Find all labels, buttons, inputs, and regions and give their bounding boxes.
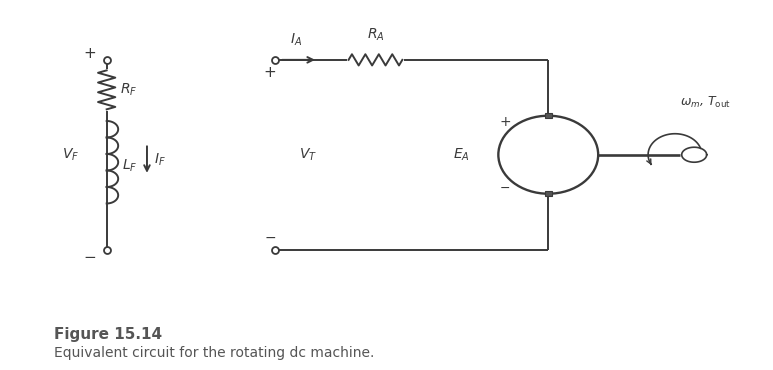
Text: $V_T$: $V_T$ [299,147,317,163]
Text: $I_A$: $I_A$ [290,31,301,48]
Text: $I_F$: $I_F$ [154,151,165,168]
Text: $-$: $-$ [264,230,276,244]
Text: $-$: $-$ [83,248,96,263]
Text: $V_F$: $V_F$ [62,147,79,163]
Text: $\omega_m$, $T_{\rm out}$: $\omega_m$, $T_{\rm out}$ [679,95,730,110]
Text: +: + [83,46,96,61]
Text: +: + [264,65,276,80]
Bar [545,191,552,196]
Text: $-$: $-$ [499,181,511,194]
Text: Equivalent circuit for the rotating dc machine.: Equivalent circuit for the rotating dc m… [54,346,374,360]
Text: $R_A$: $R_A$ [366,27,384,43]
Bar [545,113,552,118]
Text: +: + [499,115,511,129]
Text: $L_F$: $L_F$ [122,158,138,174]
Text: Figure 15.14: Figure 15.14 [54,327,162,343]
Text: $R_F$: $R_F$ [120,82,138,98]
Text: $E_A$: $E_A$ [454,147,470,163]
